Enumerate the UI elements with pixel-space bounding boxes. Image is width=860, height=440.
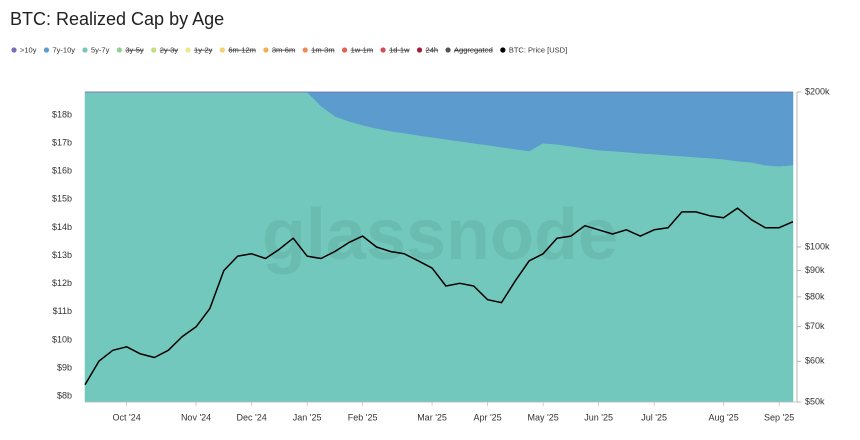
y-tick-label: $10b [52,334,72,344]
y-tick-label: $18b [52,109,72,119]
legend-marker[interactable] [82,47,88,53]
legend-marker[interactable] [445,47,451,53]
y-tick-label: $9b [57,362,72,372]
y2-tick-label: $60k [805,356,825,366]
y2-tick-label: $80k [805,291,825,301]
watermark: glassnode [262,195,618,275]
y-tick-label: $8b [57,390,72,400]
legend-label[interactable]: 7y-10y [52,45,75,54]
x-tick-label: Mar '25 [417,412,447,422]
y2-tick-label: $100k [805,241,830,251]
x-tick-label: Feb '25 [348,412,378,422]
x-tick-label: Jan '25 [293,412,322,422]
x-tick-label: Dec '24 [236,412,266,422]
y2-tick-label: $70k [805,321,825,331]
price-line [84,207,794,386]
x-tick-label: May '25 [528,412,559,422]
x-tick-label: Apr '25 [473,412,501,422]
legend-marker[interactable] [380,47,386,53]
y-tick-label: $16b [52,166,72,176]
y-tick-label: $12b [52,278,72,288]
legend-label[interactable]: >10y [20,45,37,54]
legend-label[interactable]: 1y-2y [194,45,213,54]
legend-label[interactable]: 24h [426,45,439,54]
legend-marker[interactable] [341,47,348,53]
legend-marker[interactable] [263,47,269,53]
legend-label[interactable]: BTC: Price [USD] [509,45,567,54]
legend-marker[interactable] [151,47,157,53]
legend-marker[interactable] [116,47,122,53]
y-tick-label: $11b [53,306,72,316]
legend-label[interactable]: 6m-12m [228,45,256,54]
y-tick-label: $13b [52,250,72,260]
legend-marker[interactable] [43,47,50,53]
legend-label[interactable]: 1d-1w [389,45,410,54]
y2-tick-label: $90k [805,265,825,275]
legend-marker[interactable] [185,47,191,53]
legend-marker[interactable] [11,47,17,53]
x-tick-label: Oct '24 [113,412,141,422]
legend-marker[interactable] [416,47,423,53]
legend-label[interactable]: 1w-1m [351,45,374,54]
legend-marker[interactable] [500,47,506,53]
legend-label[interactable]: Aggregated [454,45,493,54]
chart-title: BTC: Realized Cap by Age [10,9,224,29]
legend-label[interactable]: 3y-5y [125,45,144,54]
y-tick-label: $14b [52,222,72,232]
y2-tick-label: $200k [805,86,830,96]
legend-label[interactable]: 3m-6m [272,45,295,54]
y-tick-label: $17b [52,138,72,148]
legend-label[interactable]: 1m-3m [311,45,334,54]
y2-tick-label: $50k [805,396,825,406]
legend-marker[interactable] [302,47,308,53]
x-tick-label: Nov '24 [181,412,211,422]
x-tick-label: Sep '25 [764,412,794,422]
y-tick-label: $15b [52,194,72,204]
legend-label[interactable]: 2y-3y [160,45,179,54]
x-tick-label: Aug '25 [708,412,738,422]
x-tick-label: Jul '25 [641,412,667,422]
legend-marker[interactable] [219,47,225,53]
x-tick-label: Jun '25 [584,412,613,422]
legend-label[interactable]: 5y-7y [91,45,110,54]
